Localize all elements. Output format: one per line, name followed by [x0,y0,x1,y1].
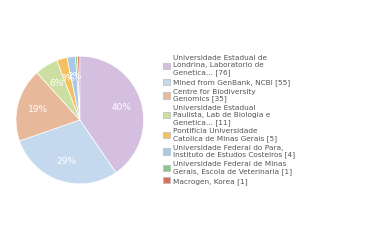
Text: 6%: 6% [50,78,64,88]
Wedge shape [78,56,80,120]
Wedge shape [57,57,80,120]
Wedge shape [67,56,80,120]
Wedge shape [19,120,116,184]
Wedge shape [80,56,144,173]
Text: 29%: 29% [56,157,76,166]
Wedge shape [76,56,80,120]
Wedge shape [16,73,80,141]
Wedge shape [37,60,80,120]
Legend: Universidade Estadual de
Londrina, Laboratorio de
Genetica... [76], Mined from G: Universidade Estadual de Londrina, Labor… [163,55,295,185]
Text: 40%: 40% [111,103,131,112]
Text: 3%: 3% [60,74,75,83]
Text: 2%: 2% [67,72,81,81]
Text: 19%: 19% [28,105,48,114]
